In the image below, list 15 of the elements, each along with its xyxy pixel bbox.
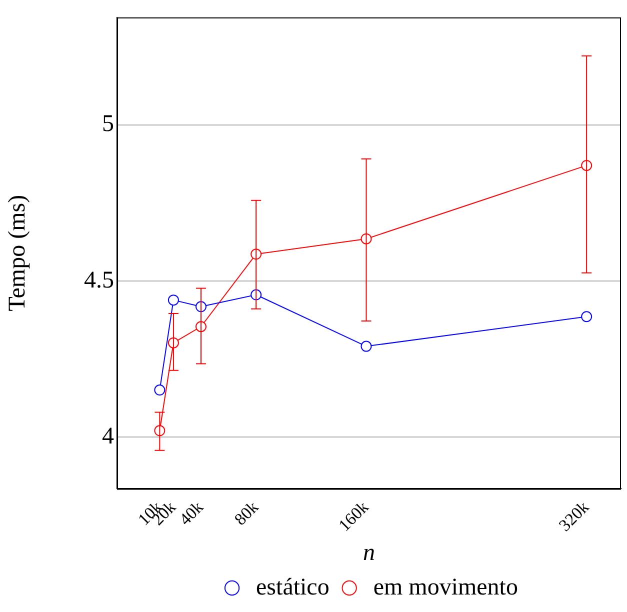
point [154,384,166,396]
y-tick-label: 5 [102,111,114,138]
y-tick-label: 4.5 [84,267,114,294]
y-tick-label: 4 [102,423,114,450]
x-axis-title: n [363,540,375,566]
point [581,311,592,322]
x-tick-label: 160k [334,497,373,535]
legend-label: em movimento [373,574,518,600]
y-axis-title: Tempo (ms) [4,194,31,312]
x-tick-label: 40k [176,497,208,529]
point [168,294,179,306]
legend-label: estático [256,574,330,600]
x-tick-label: 320k [555,497,593,535]
x-tick-label: 80k [230,497,262,529]
point [360,340,372,352]
